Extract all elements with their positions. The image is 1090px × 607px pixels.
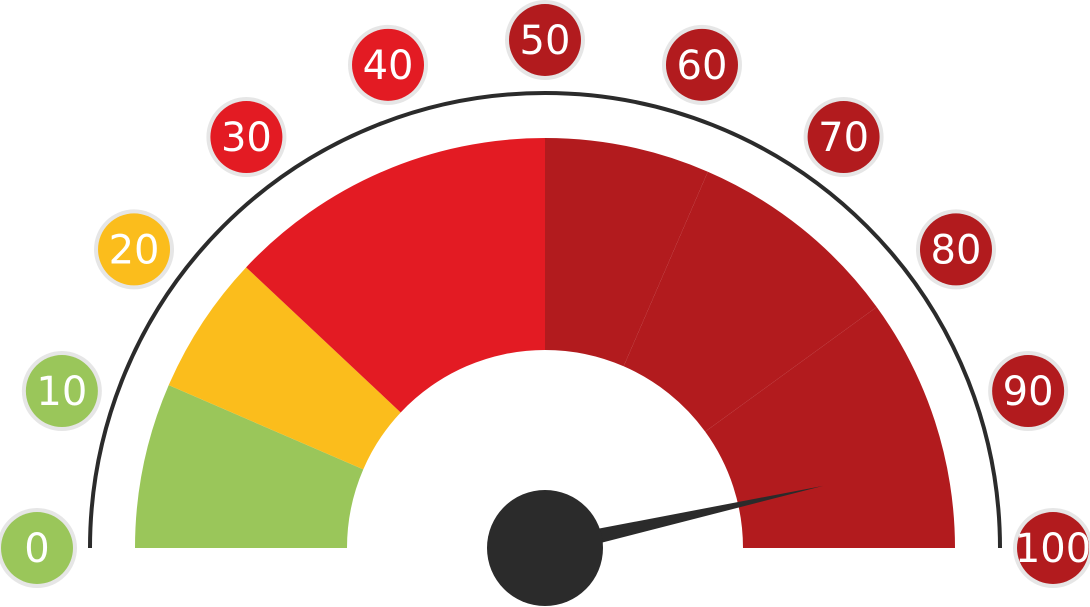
needle-hub	[487, 490, 603, 606]
tick-badge-fill	[352, 28, 425, 101]
tick-label-90: 90	[1003, 369, 1054, 415]
gauge-outline-arc	[88, 91, 1002, 549]
tick-badge-40: 40	[348, 24, 429, 105]
gauge-zone-6	[705, 307, 955, 548]
tick-label-10: 10	[36, 369, 87, 415]
tick-badge-80: 80	[915, 209, 996, 290]
tick-label-0: 0	[24, 526, 49, 572]
tick-badge-60: 60	[661, 24, 742, 105]
tick-badge-fill	[992, 355, 1065, 428]
gauge-zone-3	[246, 138, 545, 413]
tick-label-100: 100	[1015, 526, 1090, 572]
tick-badge-70: 70	[803, 97, 884, 178]
tick-badge-fill	[665, 28, 738, 101]
tick-badge-fill	[98, 213, 171, 286]
tick-badge-fill	[509, 4, 581, 76]
tick-badge-fill	[919, 213, 992, 286]
gauge-zone-1	[135, 385, 364, 548]
tick-label-50: 50	[520, 18, 571, 64]
tick-badge-20: 20	[94, 209, 175, 290]
gauge-zone-4	[545, 138, 708, 367]
tick-badge-fill	[25, 355, 98, 428]
tick-badge-10: 10	[21, 351, 102, 432]
gauge-tick-labels: 0 10 20 30 40 50 60 70 80 90 100	[0, 0, 1090, 588]
tick-badge-50: 50	[505, 0, 585, 80]
tick-label-30: 30	[221, 115, 272, 161]
tick-label-80: 80	[931, 227, 982, 273]
tick-badge-30: 30	[206, 97, 287, 178]
tick-badge-fill	[807, 101, 880, 174]
tick-badge-0: 0	[0, 508, 77, 588]
tick-label-60: 60	[677, 43, 728, 89]
tick-badge-90: 90	[988, 351, 1069, 432]
gauge-zone-5	[623, 171, 877, 432]
tick-label-20: 20	[109, 227, 160, 273]
tick-label-40: 40	[363, 43, 414, 89]
gauge-zones	[135, 138, 955, 548]
tick-badge-100: 100	[1013, 508, 1090, 588]
tick-badge-fill	[210, 101, 283, 174]
tick-label-70: 70	[818, 115, 869, 161]
gauge-zone-2	[168, 267, 401, 470]
tick-badge-fill	[1, 512, 73, 584]
tick-badge-fill	[1017, 512, 1089, 584]
gauge-needle	[487, 485, 824, 606]
needle-pointer	[543, 485, 824, 557]
